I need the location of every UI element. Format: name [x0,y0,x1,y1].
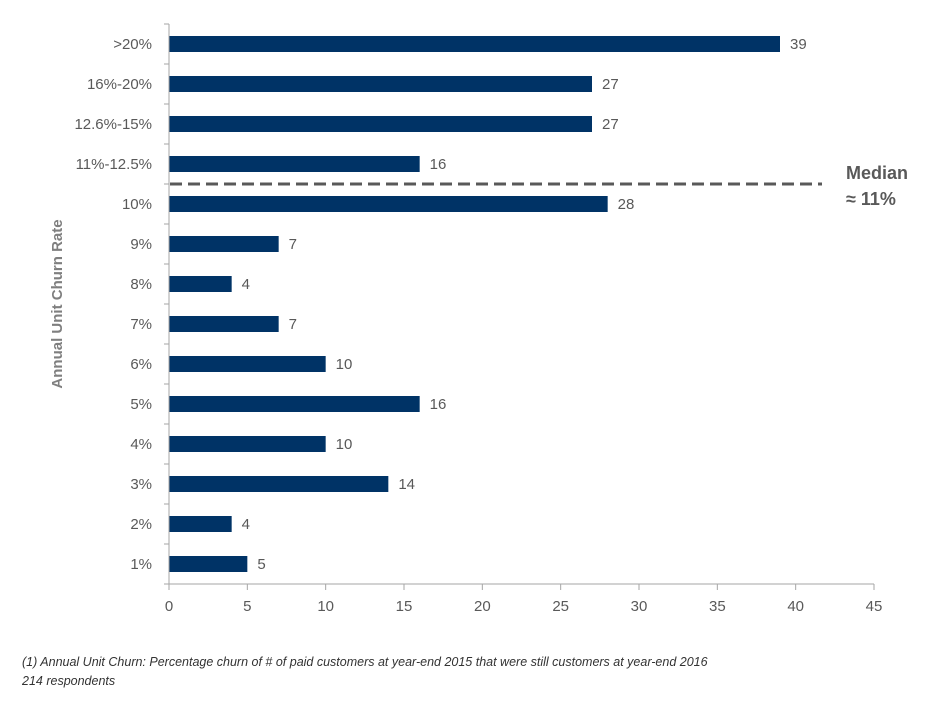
category-labels-group: >20% 16%-20% 12.6%-15% 11%-12.5% 10% 9% 8% 7% 6%… [74,36,152,573]
x-tick-label-9: 45 [866,598,883,615]
bar-5 [169,236,279,252]
value-label-12: 4 [242,516,250,533]
category-label-2: 12.6%-15% [74,116,152,133]
bar-7 [169,316,279,332]
category-label-0: >20% [113,36,152,53]
value-label-10: 10 [336,436,353,453]
value-label-13: 5 [257,556,265,573]
value-label-4: 28 [618,196,635,213]
value-label-2: 27 [602,116,619,133]
category-label-1: 16%-20% [87,76,152,93]
value-label-1: 27 [602,76,619,93]
category-label-8: 6% [130,356,152,373]
footnote-respondents: 214 respondents [22,674,116,688]
x-tick-label-8: 40 [787,598,804,615]
value-label-8: 10 [336,356,353,373]
x-tick-label-0: 0 [165,598,173,615]
category-label-12: 2% [130,516,152,533]
category-label-7: 7% [130,316,152,333]
value-label-5: 7 [289,236,297,253]
category-label-10: 4% [130,436,152,453]
bar-4 [169,196,608,212]
value-labels-group: 39 27 27 16 28 7 4 7 10 16 10 14 4 5 [242,36,807,573]
bar-2 [169,116,592,132]
x-tick-label-4: 20 [474,598,491,615]
bar-3 [169,156,420,172]
bar-1 [169,76,592,92]
y-axis [164,23,170,585]
bar-12 [169,516,232,532]
x-tick-label-5: 25 [552,598,569,615]
value-label-6: 4 [242,276,250,293]
value-label-0: 39 [790,36,807,53]
category-label-6: 8% [130,276,152,293]
x-axis: 0 5 10 15 20 25 30 35 40 45 [165,583,883,615]
value-label-9: 16 [430,396,447,413]
bar-10 [169,436,326,452]
bars-group [169,36,780,572]
bar-8 [169,356,326,372]
category-label-3: 11%-12.5% [76,156,152,173]
category-label-4: 10% [122,196,152,213]
x-tick-label-3: 15 [396,598,413,615]
category-label-13: 1% [130,556,152,573]
x-tick-label-7: 35 [709,598,726,615]
bar-6 [169,276,232,292]
category-label-9: 5% [130,396,152,413]
x-tick-label-2: 10 [317,598,334,615]
category-label-5: 9% [130,236,152,253]
median-label-value: ≈ 11% [846,189,896,209]
median-label-title: Median [846,163,908,183]
value-label-7: 7 [289,316,297,333]
y-axis-title: Annual Unit Churn Rate [49,219,66,388]
bar-13 [169,556,248,572]
bar-0 [169,36,780,52]
category-label-11: 3% [130,476,152,493]
value-label-11: 14 [398,476,415,493]
footnote-definition: (1) Annual Unit Churn: Percentage churn … [22,655,708,669]
x-tick-label-1: 5 [243,598,251,615]
bar-9 [169,396,420,412]
bar-11 [169,476,389,492]
x-tick-label-6: 30 [631,598,648,615]
value-label-3: 16 [430,156,447,173]
